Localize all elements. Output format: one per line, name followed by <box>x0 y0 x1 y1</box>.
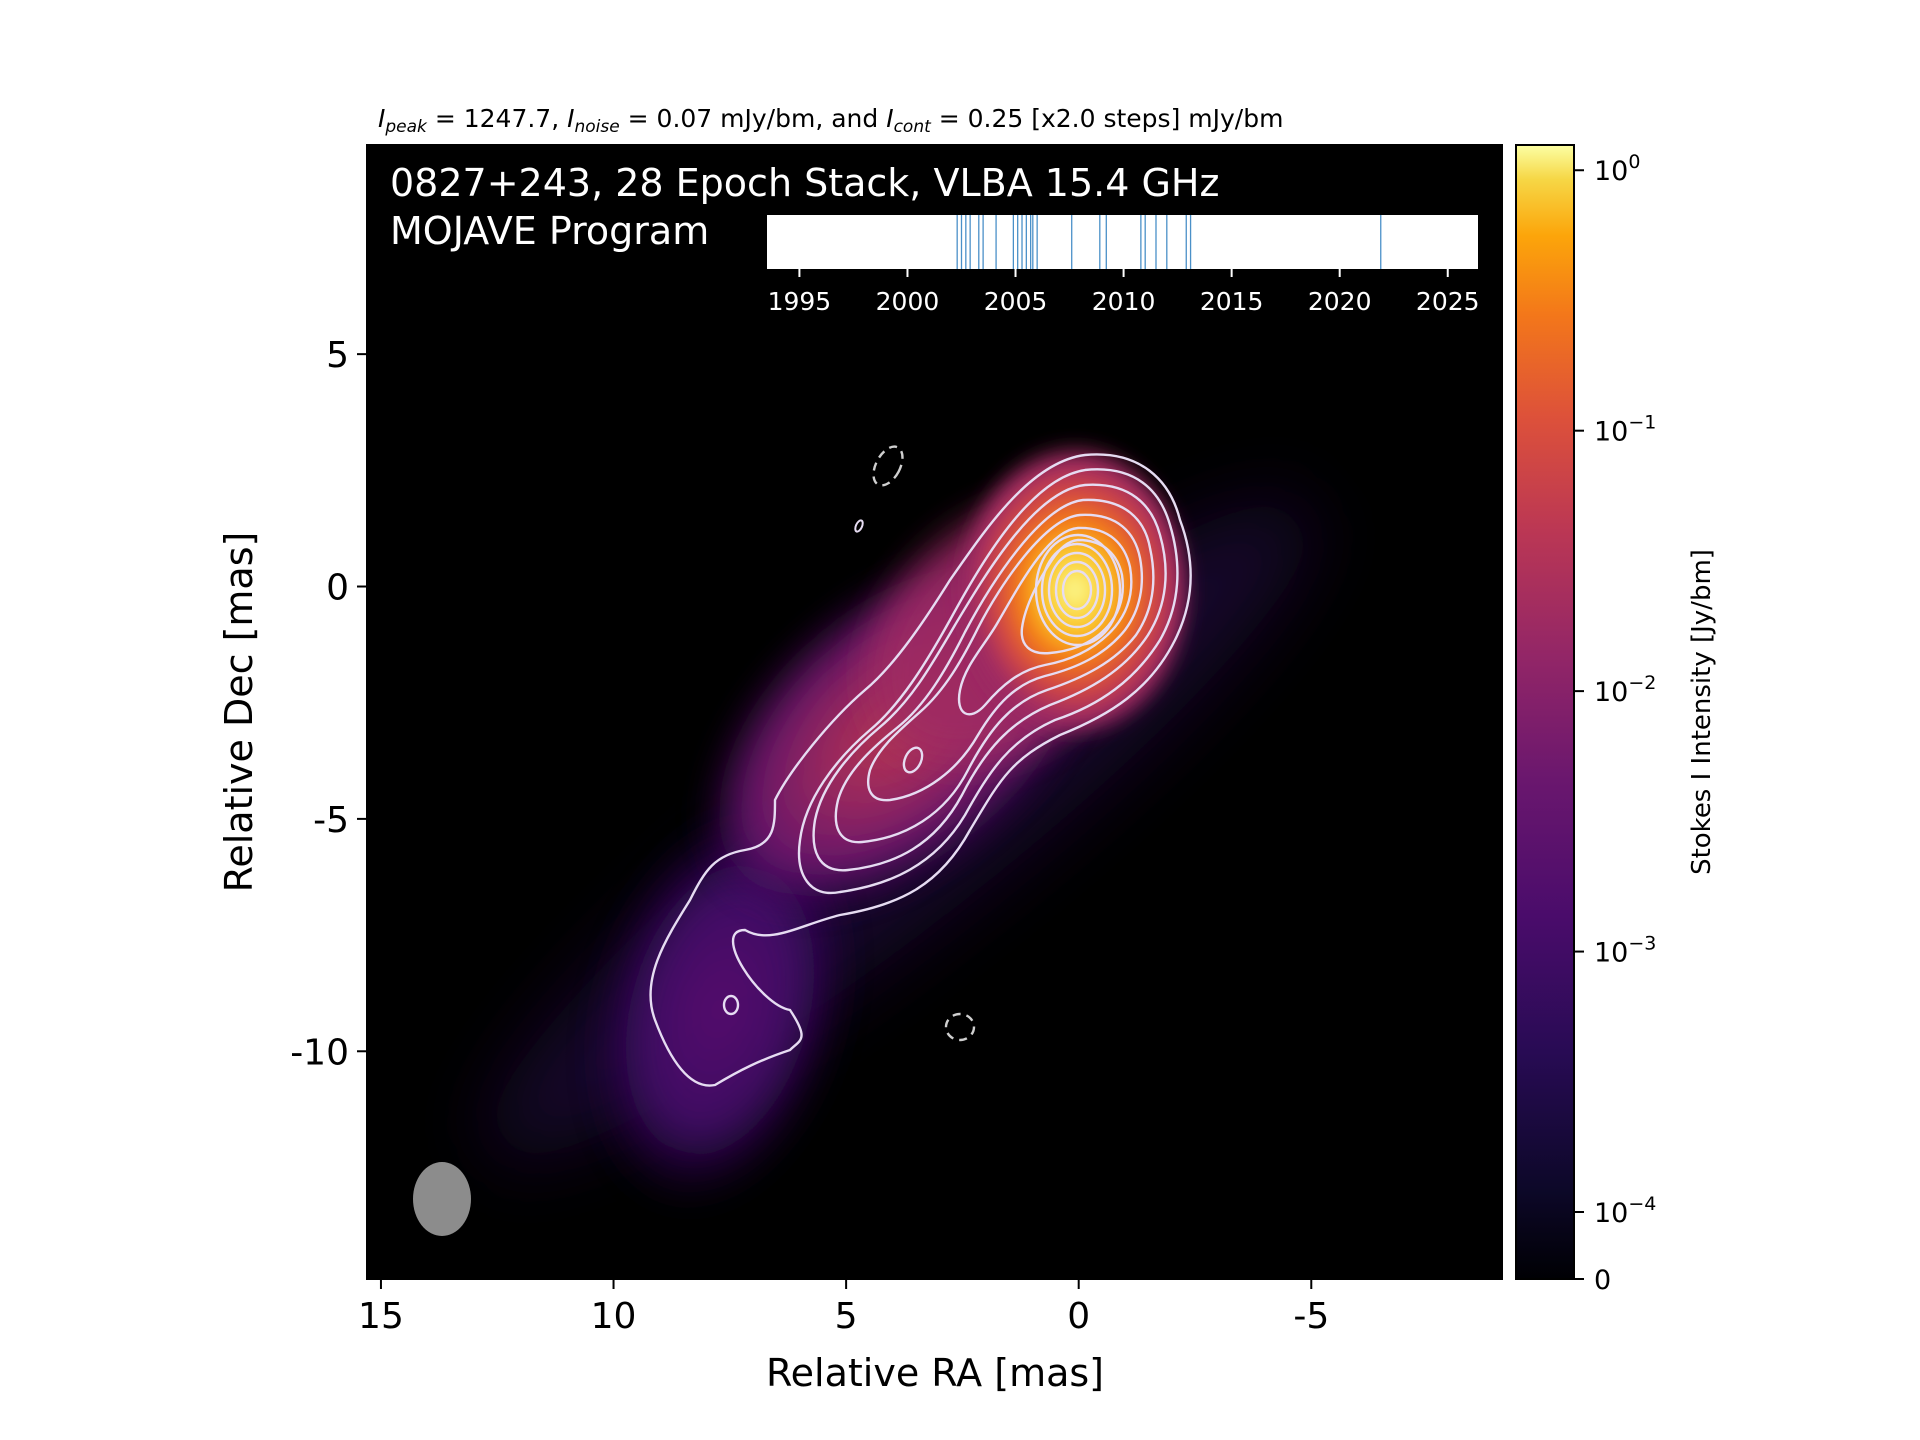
contour-2 <box>797 468 1179 895</box>
header-peak-subscript: peak <box>384 117 428 137</box>
plot-frame <box>366 144 1503 1280</box>
epoch-timeline-box <box>767 215 1478 269</box>
intensity-map <box>413 440 1314 1236</box>
header-cont-symbol: I <box>886 104 893 133</box>
beam-ellipse <box>413 1162 471 1236</box>
y-tick-label: -5 <box>313 800 349 841</box>
image-plot: 0827+243, 28 Epoch Stack, VLBA 15.4 GHz … <box>366 144 1503 1280</box>
epoch-tick-label: 2020 <box>1308 287 1372 316</box>
contour-4 <box>834 498 1155 844</box>
y-axis-label: Relative Dec [mas] <box>217 532 261 893</box>
epoch-ticks: 1995 2000 2005 2010 2015 2020 2025 <box>768 269 1480 316</box>
overlay-title: 0827+243, 28 Epoch Stack, VLBA 15.4 GHz <box>390 161 1219 205</box>
epoch-tick-label: 2000 <box>876 287 940 316</box>
negative-contour-2 <box>944 1012 976 1042</box>
contour-9 <box>1040 542 1114 638</box>
negative-contours <box>872 445 976 1042</box>
x-tick-label: 10 <box>591 1296 637 1337</box>
x-tick-label: -5 <box>1293 1296 1329 1337</box>
colorbar-tick-label: 10−1 <box>1594 412 1656 448</box>
contour-10 <box>1047 551 1107 629</box>
negative-contour-1 <box>872 445 904 487</box>
colorbar-tick-label: 10−3 <box>1594 933 1656 969</box>
y-tick-label: -10 <box>290 1032 349 1073</box>
colorbar-label: Stokes I Intensity [Jy/bm] <box>1687 549 1717 875</box>
header-noise-subscript: noise <box>574 117 619 137</box>
epoch-tick-label: 2025 <box>1416 287 1480 316</box>
contour-knot-2 <box>722 994 740 1016</box>
contour-speck <box>854 519 864 533</box>
y-tick-label: 0 <box>326 568 349 609</box>
contour-6 <box>957 526 1133 716</box>
colorbar-tick-label: 0 <box>1594 1265 1611 1296</box>
contour-8 <box>1034 533 1122 647</box>
epoch-tick-label: 1995 <box>768 287 832 316</box>
header-noise-symbol: I <box>567 104 574 133</box>
x-tick-label: 0 <box>1067 1296 1090 1337</box>
colorbar-frame <box>1515 144 1575 1280</box>
colorbar-gradient <box>1516 145 1574 1279</box>
contour-12 <box>1061 569 1093 611</box>
contour-11 <box>1054 560 1100 620</box>
header-noise-value: = 0.07 mJy/bm, and <box>620 104 887 133</box>
epoch-tick-label: 2005 <box>984 287 1048 316</box>
x-axis-ticks: 15 10 5 0 -5 <box>358 1279 1329 1337</box>
colorbar-ticks: 100 10−1 10−2 10−3 10−4 0 <box>1574 151 1656 1296</box>
y-tick-label: 5 <box>326 335 349 376</box>
header-cont-subscript: cont <box>894 117 933 137</box>
contour-set <box>649 453 1192 1087</box>
contour-outer <box>649 453 1192 1087</box>
epoch-lines <box>956 215 1382 269</box>
x-axis-label: Relative RA [mas] <box>766 1351 1104 1395</box>
contour-7 <box>1020 538 1124 655</box>
plot-header: Ipeak = 1247.7, Inoise = 0.07 mJy/bm, an… <box>378 104 1283 137</box>
y-axis-ticks: 5 0 -5 -10 <box>290 335 367 1073</box>
contour-5 <box>867 513 1144 802</box>
epoch-tick-label: 2010 <box>1092 287 1156 316</box>
x-tick-label: 15 <box>358 1296 404 1337</box>
core-emission <box>955 440 1195 740</box>
epoch-tick-label: 2015 <box>1200 287 1264 316</box>
colorbar-tick-label: 10−4 <box>1594 1193 1656 1229</box>
header-cont-value: = 0.25 [x2.0 steps] mJy/bm <box>931 104 1284 133</box>
overlay-program: MOJAVE Program <box>390 209 709 253</box>
colorbar-tick-label: 100 <box>1594 151 1640 187</box>
x-tick-label: 5 <box>835 1296 858 1337</box>
colorbar: 100 10−1 10−2 10−3 10−4 0 Stokes I Intensity … <box>1515 144 1717 1296</box>
header-peak-value: = 1247.7, <box>427 104 567 133</box>
epoch-timeline: 1995 2000 2005 2010 2015 2020 2025 <box>767 215 1480 316</box>
header-peak-symbol: I <box>378 104 385 133</box>
contour-knot-1 <box>902 746 924 774</box>
contour-3 <box>812 483 1167 872</box>
colorbar-tick-label: 10−2 <box>1594 672 1656 708</box>
jet-outer-emission <box>593 814 847 1206</box>
